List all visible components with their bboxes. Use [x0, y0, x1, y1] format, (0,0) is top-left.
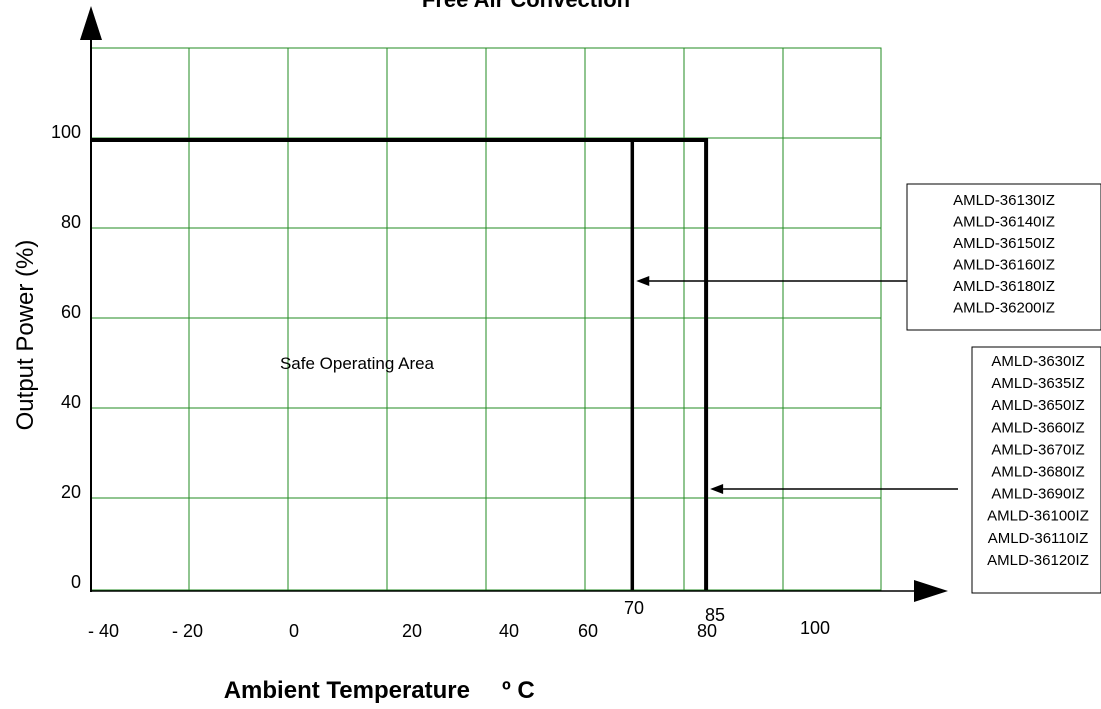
x-axis-title: Ambient Temperature	[224, 677, 470, 704]
cutoff-label-85: 85	[705, 605, 725, 625]
cutoff-label-70: 70	[624, 598, 644, 618]
model-legends: AMLD-36130IZ AMLD-36140IZ AMLD-36150IZ AMLD…	[636, 183, 1101, 594]
chart-title: Free Air Convection	[422, 0, 630, 12]
legend-model-name: AMLD-3670IZ	[991, 441, 1084, 458]
derating-curve-2	[91, 138, 709, 590]
safe-operating-area-label: Safe Operating Area	[280, 354, 435, 373]
x-tick-label: - 40	[88, 621, 119, 641]
legend-model-name: AMLD-3680IZ	[991, 464, 1084, 481]
x-tick-label: - 20	[172, 621, 203, 641]
y-tick-label: 40	[61, 392, 81, 412]
legend-box-2	[971, 346, 1101, 594]
axes	[80, 6, 948, 602]
x-tick-label: 20	[402, 621, 422, 641]
x-axis-arrowhead	[914, 580, 948, 602]
legend-model-name: AMLD-36100IZ	[987, 508, 1089, 525]
legend-model-name: AMLD-3635IZ	[991, 375, 1084, 392]
legend-model-name: AMLD-3630IZ	[991, 353, 1084, 370]
x-axis-unit: º C	[502, 677, 535, 704]
y-tick-label: 60	[61, 302, 81, 322]
legend-box-1	[906, 183, 1101, 331]
legend-model-name: AMLD-36200IZ	[953, 300, 1055, 317]
legend-model-name: AMLD-3690IZ	[991, 486, 1084, 503]
legend-arrowhead-2	[710, 484, 724, 494]
legend-model-name: AMLD-36180IZ	[953, 278, 1055, 295]
x-tick-label: 100	[800, 618, 830, 638]
y-axis-title: Output Power (%)	[12, 240, 39, 431]
grid	[90, 47, 882, 591]
derating-curves	[91, 138, 709, 590]
legend-model-name: AMLD-36150IZ	[953, 235, 1055, 252]
legend-model-name: AMLD-3660IZ	[991, 419, 1084, 436]
y-tick-label: 0	[71, 572, 81, 592]
x-tick-labels: - 40 - 20 0 20 40 60 80 100 70 85	[88, 598, 830, 641]
x-tick-label: 0	[289, 621, 299, 641]
legend-model-name: AMLD-36130IZ	[953, 192, 1055, 209]
x-tick-label: 80	[697, 621, 717, 641]
legend-model-name: AMLD-3650IZ	[991, 397, 1084, 414]
y-tick-label: 20	[61, 482, 81, 502]
y-tick-label: 80	[61, 212, 81, 232]
y-tick-label: 100	[51, 122, 81, 142]
y-axis-arrowhead	[80, 6, 102, 40]
legend-model-name: AMLD-36160IZ	[953, 257, 1055, 274]
legend-model-name: AMLD-36140IZ	[953, 214, 1055, 231]
legend-model-name: AMLD-36110IZ	[988, 530, 1089, 547]
x-tick-label: 40	[499, 621, 519, 641]
y-tick-labels: 0 20 40 60 80 100	[51, 122, 81, 592]
x-tick-label: 60	[578, 621, 598, 641]
legend-model-name: AMLD-36120IZ	[987, 552, 1089, 569]
legend-arrowhead-1	[636, 276, 650, 286]
